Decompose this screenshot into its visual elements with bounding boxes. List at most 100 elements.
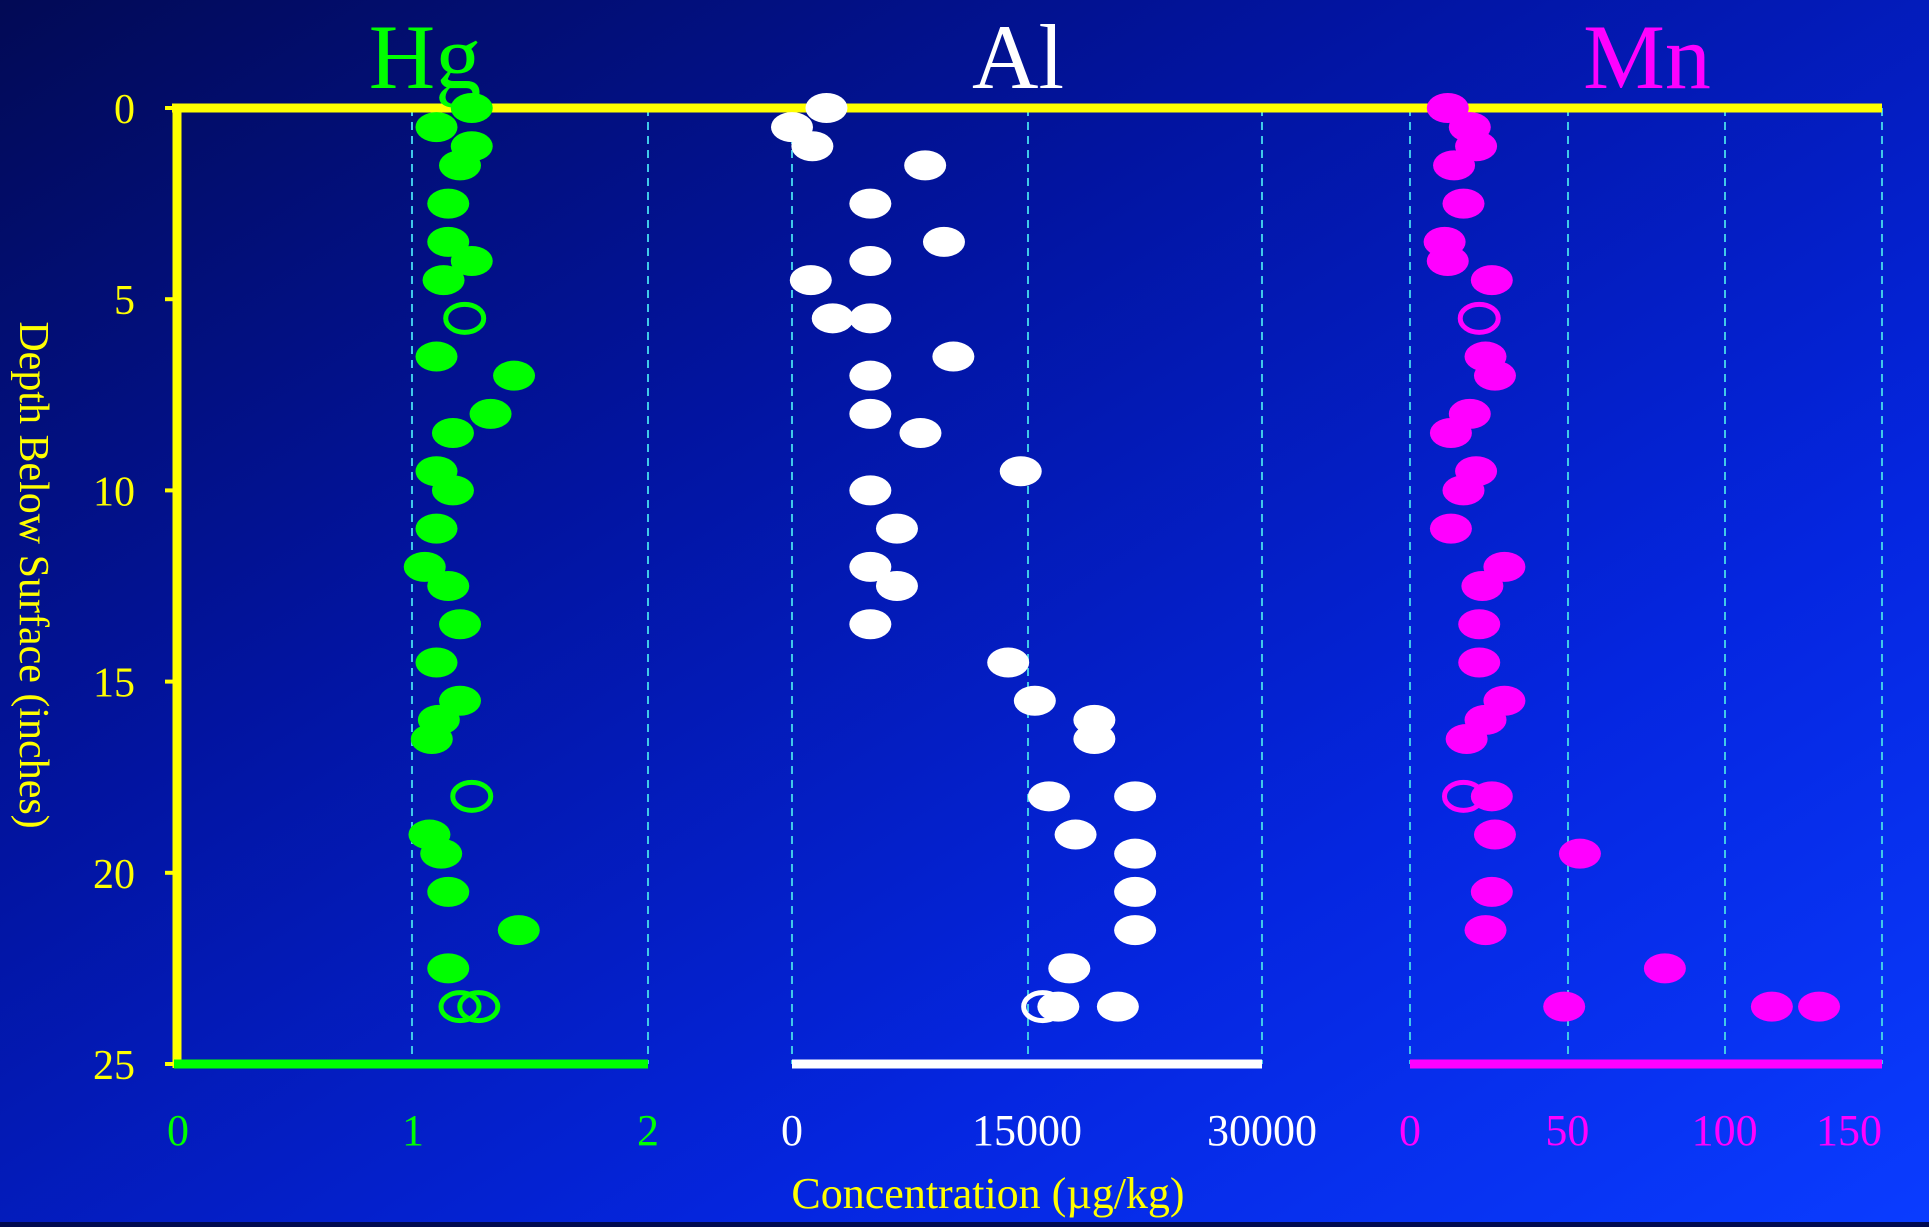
panel-title-mn: Mn: [1583, 6, 1711, 108]
x-tick-label: 2: [637, 1106, 659, 1155]
data-point-mn: [1470, 876, 1513, 907]
data-point-mn: [1458, 609, 1501, 640]
data-point-al: [899, 418, 942, 449]
panel-title-hg: Hg: [369, 6, 481, 108]
data-point-al: [811, 303, 854, 334]
x-tick-label: 0: [1399, 1106, 1421, 1155]
data-point-hg: [431, 475, 474, 506]
data-point-hg: [443, 301, 487, 335]
data-point-hg: [457, 990, 501, 1024]
data-point-mn: [1470, 265, 1513, 296]
data-point-hg: [410, 723, 453, 754]
data-point-al: [932, 341, 975, 372]
data-point-hg: [415, 647, 458, 678]
data-point-al: [791, 131, 834, 162]
x-axis-label: Concentration (µg/kg): [791, 1169, 1184, 1218]
data-point-al: [922, 226, 965, 257]
data-point-mn: [1442, 188, 1485, 219]
data-point-mn: [1750, 991, 1793, 1022]
data-point-al: [849, 360, 892, 391]
y-tick-label: 10: [93, 469, 135, 515]
data-point-al: [849, 609, 892, 640]
data-point-mn: [1558, 838, 1601, 869]
data-point-al: [1073, 723, 1116, 754]
data-point-mn: [1426, 245, 1469, 276]
data-point-hg: [431, 418, 474, 449]
data-point-mn: [1429, 513, 1472, 544]
data-point-al: [1096, 991, 1139, 1022]
points-layer: [403, 93, 1841, 1024]
data-point-al: [849, 188, 892, 219]
data-point-mn: [1433, 150, 1476, 181]
y-tick-label: 15: [93, 661, 135, 707]
data-point-hg: [438, 990, 482, 1024]
data-point-al: [849, 245, 892, 276]
data-point-hg: [427, 188, 470, 219]
data-point-hg: [450, 245, 493, 276]
data-point-hg: [450, 93, 493, 123]
data-point-al: [1114, 781, 1157, 812]
y-tick-label: 25: [93, 1043, 135, 1089]
data-point-mn: [1442, 475, 1485, 506]
data-point-hg: [420, 838, 463, 869]
data-point-hg: [450, 779, 494, 813]
data-point-al: [1114, 915, 1157, 946]
y-tick-label: 20: [93, 852, 135, 898]
x-tick-label: 30000: [1207, 1106, 1317, 1155]
data-point-hg: [497, 915, 540, 946]
data-point-mn: [1429, 418, 1472, 449]
data-point-hg: [427, 571, 470, 601]
data-point-mn: [1473, 819, 1516, 850]
data-point-al: [999, 456, 1042, 487]
data-point-mn: [1457, 301, 1501, 335]
y-axis-label: Depth Below Surface (inches): [10, 321, 56, 828]
data-point-mn: [1470, 781, 1513, 812]
x-tick-label: 50: [1545, 1106, 1589, 1155]
data-point-al: [1048, 953, 1091, 984]
data-point-al: [849, 551, 892, 582]
grid-layer: [411, 108, 1883, 1064]
panel-title-al: Al: [972, 6, 1064, 108]
data-point-hg: [469, 398, 512, 429]
data-point-al: [904, 150, 947, 181]
x-tick-label: 15000: [972, 1106, 1082, 1155]
data-point-al: [1114, 876, 1157, 907]
data-point-al: [849, 398, 892, 429]
data-point-hg: [439, 150, 481, 181]
data-point-al: [1114, 838, 1157, 869]
data-point-mn: [1458, 647, 1501, 678]
label-layer: Depth Below Surface (inches) Concentrati…: [10, 6, 1711, 1218]
data-point-al: [875, 513, 918, 544]
data-point-al: [1027, 781, 1070, 812]
x-tick-label: 0: [781, 1106, 803, 1155]
x-tick-label: 150: [1816, 1106, 1882, 1155]
data-point-hg: [415, 112, 458, 143]
data-point-al: [875, 571, 918, 601]
data-point-mn: [1798, 991, 1841, 1022]
data-point-mn: [1643, 953, 1686, 984]
data-point-mn: [1464, 915, 1507, 946]
data-point-mn: [1473, 360, 1516, 391]
x-tick-label: 0: [167, 1106, 189, 1155]
y-tick-label: 0: [114, 87, 135, 133]
x-tick-label: 100: [1692, 1106, 1758, 1155]
data-point-al: [849, 475, 892, 506]
data-point-hg: [422, 265, 465, 296]
data-point-hg: [427, 953, 470, 984]
y-tick-label: 5: [114, 278, 135, 324]
data-point-hg: [415, 341, 458, 372]
data-point-hg: [493, 360, 536, 391]
data-point-al: [789, 265, 832, 296]
x-tick-label: 1: [402, 1106, 424, 1155]
data-point-hg: [415, 513, 458, 544]
data-point-al: [987, 647, 1030, 678]
data-point-mn: [1461, 571, 1504, 601]
data-point-mn: [1445, 723, 1488, 754]
data-point-al: [849, 303, 892, 334]
data-point-hg: [439, 609, 481, 640]
data-point-al: [1037, 991, 1080, 1022]
